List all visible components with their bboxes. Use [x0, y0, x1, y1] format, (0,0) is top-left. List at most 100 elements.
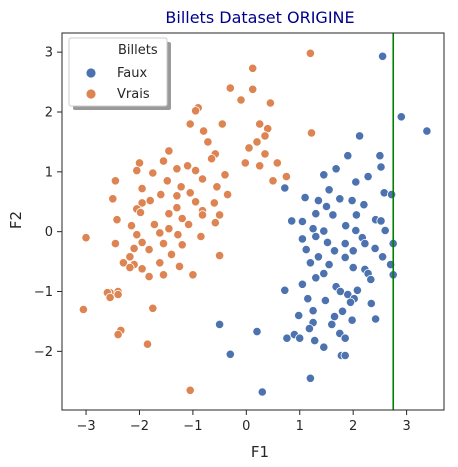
point-vrais: [137, 184, 147, 194]
legend-marker-vrais: [85, 88, 97, 100]
point-vrais: [145, 196, 155, 206]
point-vrais: [174, 261, 185, 271]
point-vrais: [166, 249, 177, 259]
point-vrais: [110, 176, 121, 186]
point-vrais: [137, 237, 147, 247]
point-vrais: [149, 219, 159, 230]
point-vrais: [260, 131, 270, 141]
point-faux: [360, 239, 370, 249]
point-vrais: [177, 213, 187, 224]
points-layer: [78, 48, 432, 397]
legend-title: Billets: [118, 43, 158, 58]
point-vrais: [203, 137, 213, 147]
x-axis-ticks: −3 −2 −1 0 1 2 3: [76, 410, 411, 434]
point-faux: [379, 188, 389, 198]
point-vrais: [244, 143, 254, 153]
point-faux: [354, 131, 365, 141]
point-faux: [313, 196, 323, 206]
point-vrais: [236, 95, 246, 105]
y-tick-label: 3: [45, 46, 53, 61]
legend-label-vrais: Vrais: [117, 87, 150, 102]
point-faux: [352, 285, 362, 295]
point-vrais: [207, 154, 217, 164]
point-faux: [366, 298, 376, 309]
point-vrais: [164, 224, 174, 234]
point-vrais: [137, 198, 147, 208]
legend-box: [68, 37, 168, 107]
x-tick-label: −2: [130, 419, 149, 434]
point-vrais: [126, 221, 137, 231]
point-faux: [311, 273, 321, 283]
point-vrais: [210, 218, 220, 228]
point-vrais: [144, 245, 154, 255]
point-vrais: [156, 190, 166, 200]
y-axis-label: F2: [7, 211, 25, 229]
point-faux: [351, 225, 361, 236]
x-tick-label: −3: [76, 419, 95, 434]
point-faux: [386, 190, 397, 200]
point-faux: [297, 234, 307, 244]
point-vrais: [306, 128, 317, 138]
point-faux: [351, 210, 361, 220]
point-faux: [280, 285, 290, 295]
point-vrais: [268, 176, 278, 186]
legend-marker-faux: [85, 67, 97, 79]
point-faux: [377, 252, 388, 262]
point-faux: [343, 151, 353, 161]
point-vrais: [113, 289, 123, 300]
point-vrais: [305, 48, 315, 58]
point-vrais: [134, 158, 145, 168]
point-vrais: [172, 191, 182, 201]
point-faux: [331, 164, 341, 174]
point-faux: [366, 274, 376, 285]
point-vrais: [223, 190, 233, 200]
point-faux: [282, 333, 292, 343]
point-faux: [305, 373, 315, 383]
point-vrais: [155, 228, 165, 238]
point-vrais: [164, 146, 174, 156]
y-tick-label: −2: [34, 345, 53, 360]
point-faux: [319, 268, 329, 279]
x-tick-label: −1: [183, 419, 202, 434]
point-vrais: [172, 164, 182, 174]
point-faux: [287, 216, 297, 226]
point-vrais: [265, 98, 275, 108]
point-faux: [324, 259, 334, 270]
x-tick-label: 0: [242, 419, 250, 434]
point-vrais: [188, 270, 198, 280]
point-vrais: [112, 215, 122, 225]
x-tick-label: 3: [402, 419, 410, 434]
point-vrais: [132, 166, 142, 176]
point-faux: [294, 310, 304, 321]
point-vrais: [220, 170, 230, 180]
x-axis-label: F1: [251, 443, 269, 461]
point-faux: [308, 306, 318, 316]
point-vrais: [162, 176, 172, 186]
point-vrais: [78, 304, 89, 315]
point-vrais: [196, 231, 206, 242]
point-vrais: [177, 240, 187, 250]
point-vrais: [185, 385, 195, 395]
point-faux: [321, 201, 332, 212]
point-faux: [305, 258, 315, 268]
point-faux: [359, 200, 369, 210]
point-vrais: [129, 243, 139, 253]
point-faux: [257, 387, 267, 397]
point-faux: [310, 335, 320, 346]
point-vrais: [281, 172, 291, 182]
point-faux: [324, 185, 334, 195]
y-axis-ticks: −2 −1 0 1 2 3: [34, 46, 62, 360]
point-faux: [376, 216, 386, 226]
point-vrais: [110, 239, 121, 249]
point-vrais: [248, 63, 258, 73]
point-vrais: [158, 239, 169, 249]
point-vrais: [209, 198, 219, 208]
point-faux: [348, 246, 358, 256]
point-faux: [225, 349, 235, 359]
point-vrais: [185, 119, 195, 129]
point-vrais: [108, 194, 118, 204]
x-tick-label: 2: [349, 419, 357, 434]
point-vrais: [225, 83, 235, 93]
point-faux: [340, 252, 350, 262]
point-faux: [320, 295, 330, 306]
